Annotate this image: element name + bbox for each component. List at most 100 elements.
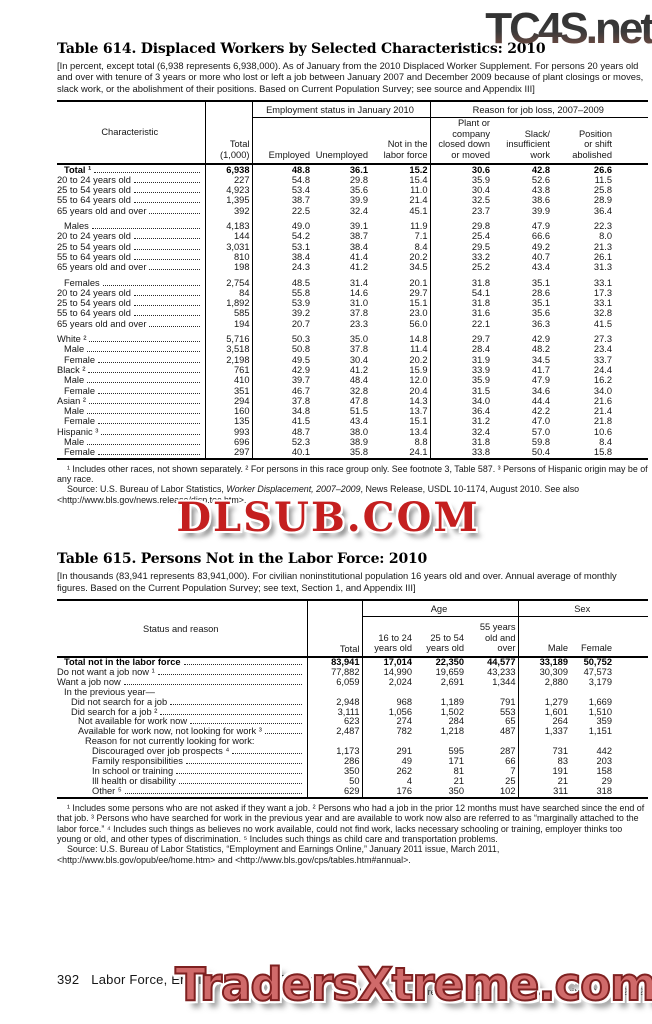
cell: 791 bbox=[466, 697, 519, 708]
cell: 39.9 bbox=[349, 195, 368, 206]
cell: 35.6 bbox=[349, 185, 368, 196]
cell: 52.3 bbox=[291, 437, 310, 448]
cell: 144 bbox=[205, 231, 253, 242]
row-label-text: 55 to 64 years old bbox=[57, 195, 131, 206]
row-label: 55 to 64 years old bbox=[57, 308, 206, 319]
cell: 11.5 bbox=[594, 174, 613, 185]
cell: 48.8 bbox=[291, 164, 310, 175]
table-row: 25 to 54 years old 3,031 53.1 38.4 8.4 29.5 49… bbox=[57, 241, 648, 252]
table-row: Not available for work now 623 274 284 65 264… bbox=[57, 717, 648, 728]
dot-leader bbox=[133, 192, 200, 194]
cell: 23.7 bbox=[471, 205, 491, 216]
cell: 32.5 bbox=[471, 195, 491, 206]
dot-leader bbox=[157, 673, 302, 675]
row-label: Hispanic ³ bbox=[57, 426, 206, 438]
cell: 38.7 bbox=[349, 231, 368, 242]
dot-leader bbox=[133, 248, 200, 250]
cell: 31.3 bbox=[593, 262, 613, 273]
cell: 28.9 bbox=[593, 195, 613, 206]
row-label: Female bbox=[57, 385, 206, 396]
cell: 2,198 bbox=[205, 354, 253, 365]
dot-leader bbox=[87, 444, 200, 446]
cell: 33.9 bbox=[471, 364, 491, 375]
row-label: Asian ² bbox=[57, 395, 206, 407]
cell: 29.8 bbox=[471, 221, 491, 232]
cell: 35.1 bbox=[531, 298, 551, 309]
cell: 32.4 bbox=[349, 205, 368, 216]
row-label: Total not in the labor force bbox=[57, 657, 308, 668]
cell: 8.8 bbox=[370, 437, 431, 448]
row-label bbox=[57, 329, 206, 335]
cell: 42.9 bbox=[291, 364, 310, 375]
dot-leader bbox=[98, 361, 200, 363]
cell: 31.2 bbox=[471, 416, 491, 427]
cell: 43,233 bbox=[466, 667, 519, 678]
col-header-characteristic: Characteristic bbox=[57, 101, 206, 165]
cell: 4,183 bbox=[205, 221, 253, 232]
row-label: Reason for not currently looking for wor… bbox=[57, 737, 308, 748]
cell: 26.6 bbox=[593, 164, 613, 175]
row-label-text: Male bbox=[64, 437, 85, 448]
table-row: Female 351 46.7 32.8 20.4 31.5 34.6 34.0 bbox=[57, 385, 648, 396]
row-label-text: 65 years old and over bbox=[57, 262, 147, 273]
cell: 11.9 bbox=[370, 221, 431, 232]
cell: 33,189 bbox=[539, 657, 568, 668]
cell: 49.2 bbox=[531, 241, 551, 252]
table-row: Want a job now 6,059 2,024 2,691 1,344 2,880 3… bbox=[57, 677, 648, 688]
cell: 42.8 bbox=[531, 164, 551, 175]
cell: 33.7 bbox=[593, 354, 613, 365]
cell: 38.0 bbox=[349, 426, 368, 437]
dot-leader bbox=[87, 382, 200, 384]
col-header-employed: Employed bbox=[252, 117, 312, 165]
cell: 23.3 bbox=[349, 318, 368, 329]
cell: 13.7 bbox=[370, 406, 431, 417]
dot-leader bbox=[170, 703, 302, 705]
cell: 22,350 bbox=[435, 657, 464, 668]
cell: 33.2 bbox=[471, 251, 491, 262]
row-label-text: Want a job now bbox=[57, 677, 121, 687]
cell: 29.5 bbox=[471, 241, 491, 252]
cell: 171 bbox=[448, 756, 464, 767]
row-label-text: Family responsibilities bbox=[92, 757, 183, 767]
cell: 30.4 bbox=[471, 185, 491, 196]
row-label-text: In the previous year— bbox=[64, 687, 155, 697]
dot-leader bbox=[178, 782, 302, 784]
table-row: Males 4,183 49.0 39.1 11.9 29.8 47.9 22.3 bbox=[57, 221, 648, 232]
cell bbox=[205, 272, 253, 278]
table-row: 55 to 64 years old 1,395 38.7 39.9 21.4 32.5 3… bbox=[57, 195, 648, 206]
cell: 31.0 bbox=[349, 298, 368, 309]
cell: 20.7 bbox=[291, 318, 310, 329]
cell: 553 bbox=[466, 707, 519, 718]
cell: 7.1 bbox=[370, 231, 431, 242]
row-label-text: Do not want a job now ¹ bbox=[57, 667, 155, 677]
cell: 27.3 bbox=[593, 334, 613, 345]
table-row: Male 3,518 50.8 37.8 11.4 28.4 48.2 23.4 bbox=[57, 344, 648, 355]
cell: 14.3 bbox=[370, 395, 431, 407]
cell: 45.1 bbox=[370, 205, 431, 217]
cell: 34.0 bbox=[471, 395, 491, 406]
dot-leader bbox=[190, 723, 302, 725]
cell: 47,573 bbox=[583, 666, 612, 677]
table-row: Did not search for a job 2,948 968 1,189 791… bbox=[57, 696, 648, 708]
row-label-text: Asian ² bbox=[57, 395, 86, 406]
cell: 33.1 bbox=[593, 298, 613, 309]
cell: 32.4 bbox=[471, 426, 491, 437]
cell: 38.4 bbox=[349, 241, 368, 252]
cell: 43.4 bbox=[531, 262, 551, 273]
cell: 50 bbox=[307, 776, 363, 787]
cell: 392 bbox=[205, 205, 253, 217]
dot-leader bbox=[123, 683, 302, 685]
cell: 24.4 bbox=[593, 364, 613, 375]
col-group-employment-status: Employment status in January 2010 bbox=[252, 101, 431, 119]
row-label: Female bbox=[57, 354, 206, 365]
dot-leader bbox=[133, 181, 200, 183]
watermark-tradersxtreme: TradersXtreme.com bbox=[174, 957, 652, 1012]
cell: 46.7 bbox=[291, 385, 310, 396]
cell: 14.6 bbox=[349, 287, 368, 298]
col-header-plant-closed: Plant or company closed down or moved bbox=[430, 117, 493, 165]
cell: 8.0 bbox=[599, 231, 613, 242]
cell: 37.8 bbox=[349, 308, 368, 319]
cell: 50.8 bbox=[291, 344, 310, 355]
table-row: 55 to 64 years old 585 39.2 37.8 23.0 31.6 35.… bbox=[57, 308, 648, 319]
cell: 968 bbox=[396, 696, 412, 707]
